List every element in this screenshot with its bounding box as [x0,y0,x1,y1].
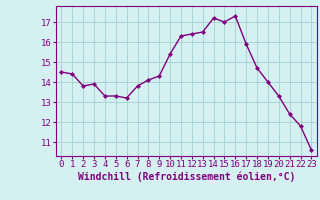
X-axis label: Windchill (Refroidissement éolien,°C): Windchill (Refroidissement éolien,°C) [78,172,295,182]
